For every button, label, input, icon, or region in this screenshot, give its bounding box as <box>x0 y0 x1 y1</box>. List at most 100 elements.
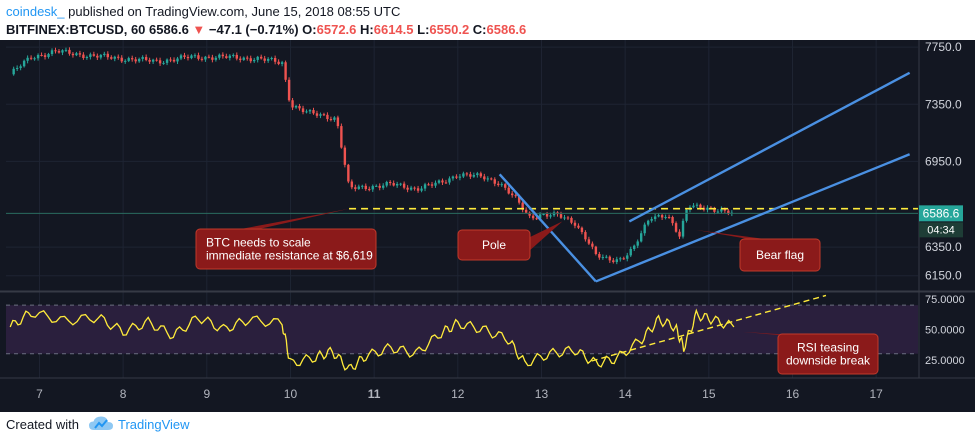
candle-body <box>434 182 437 186</box>
candle-body <box>448 178 451 183</box>
candle-body <box>249 58 252 62</box>
candle-body <box>399 183 402 185</box>
candle-body <box>601 257 605 259</box>
candle-body <box>197 55 200 59</box>
candle-body <box>409 187 413 190</box>
rsi-line <box>9 308 735 371</box>
candle-body <box>211 57 214 60</box>
candle-body <box>517 196 521 203</box>
candle-body <box>427 184 430 186</box>
candle-body <box>626 255 629 259</box>
candle-body <box>308 110 312 112</box>
candle-body <box>124 60 127 62</box>
footer: Created with TradingView <box>6 412 406 438</box>
down-arrow-icon: ▼ <box>192 22 206 37</box>
candle-body <box>570 217 573 223</box>
candle-body <box>413 187 416 189</box>
candle-body <box>465 173 469 175</box>
x-tick-label: 8 <box>120 387 127 401</box>
candle-body <box>423 184 427 189</box>
candle-body <box>71 53 75 56</box>
candle-body <box>162 62 165 64</box>
candle-body <box>92 54 96 56</box>
candle-body <box>451 176 455 179</box>
candle-body <box>214 57 218 60</box>
candle-body <box>218 54 221 58</box>
candle-body <box>347 164 350 182</box>
candle-body <box>378 185 381 188</box>
candle-body <box>350 181 354 188</box>
candle-body <box>256 56 259 60</box>
candle-body <box>193 55 197 57</box>
candle-body <box>333 117 336 120</box>
candle-body <box>605 256 608 258</box>
candle-body <box>472 175 476 177</box>
price-chart[interactable]: 7 8 9 10 11 12 13 14 15 16 17 7750.0 7350.0 6950.0 635… <box>0 40 975 412</box>
callout-text: Bear flag <box>756 248 804 262</box>
candle-body <box>653 216 657 220</box>
candle-body <box>176 58 179 62</box>
candle-body <box>148 59 151 62</box>
candle-body <box>165 59 169 63</box>
candle-body <box>416 188 420 191</box>
candle-body <box>40 54 43 56</box>
callout-text: Pole <box>482 238 506 252</box>
candle-body <box>263 58 266 61</box>
candle-body <box>200 58 204 60</box>
candles <box>12 47 734 265</box>
callout-box <box>777 333 879 375</box>
candle-body <box>33 58 36 60</box>
candle-body <box>361 185 364 187</box>
author-link[interactable]: coindesk_ <box>6 4 65 19</box>
candle-body <box>612 260 615 263</box>
candle-body <box>559 214 563 218</box>
candle-body <box>26 57 29 61</box>
candle-body <box>319 114 322 116</box>
candle-body <box>47 54 50 57</box>
candle-body <box>284 62 287 80</box>
candle-body <box>242 57 245 60</box>
candle-body <box>511 193 514 196</box>
candle-body <box>364 185 367 190</box>
tradingview-link[interactable]: TradingView <box>118 417 190 432</box>
x-tick-label: 14 <box>618 387 632 401</box>
candle-body <box>382 185 385 188</box>
published-text: published on TradingView.com, June 15, 2… <box>68 4 401 19</box>
candle-body <box>336 117 340 127</box>
tradingview-cloud-icon[interactable] <box>88 415 114 436</box>
flag-lower-trendline <box>595 153 911 283</box>
candle-body <box>706 207 709 210</box>
candle-body <box>563 217 566 219</box>
candle-body <box>225 56 228 58</box>
candle-body <box>493 179 496 184</box>
candle-body <box>82 54 85 59</box>
candle-body <box>667 217 671 219</box>
candle-body <box>113 56 116 59</box>
x-tick-label: 15 <box>702 387 716 401</box>
candle-body <box>587 239 591 244</box>
candle-body <box>266 58 270 61</box>
x-tick-label: 17 <box>869 387 883 401</box>
candle-body <box>155 59 158 61</box>
symbol-label[interactable]: BITFINEX:BTCUSD, 60 <box>6 22 146 37</box>
candle-body <box>629 248 632 256</box>
candle-body <box>221 54 225 57</box>
candle-body <box>598 254 601 258</box>
candle-body <box>315 113 319 116</box>
candle-body <box>455 176 458 178</box>
candle-body <box>462 173 465 177</box>
created-with-text: Created with <box>6 417 79 432</box>
callout-box <box>195 228 377 270</box>
candle-body <box>89 54 92 57</box>
candle-body <box>190 55 193 59</box>
candle-body <box>531 215 535 219</box>
candle-body <box>239 58 242 60</box>
candle-body <box>650 219 653 221</box>
candle-body <box>591 243 594 247</box>
candle-body <box>577 225 580 228</box>
countdown-tag <box>919 222 963 238</box>
candle-body <box>183 55 186 57</box>
candle-body <box>727 210 730 214</box>
candle-body <box>280 62 284 64</box>
